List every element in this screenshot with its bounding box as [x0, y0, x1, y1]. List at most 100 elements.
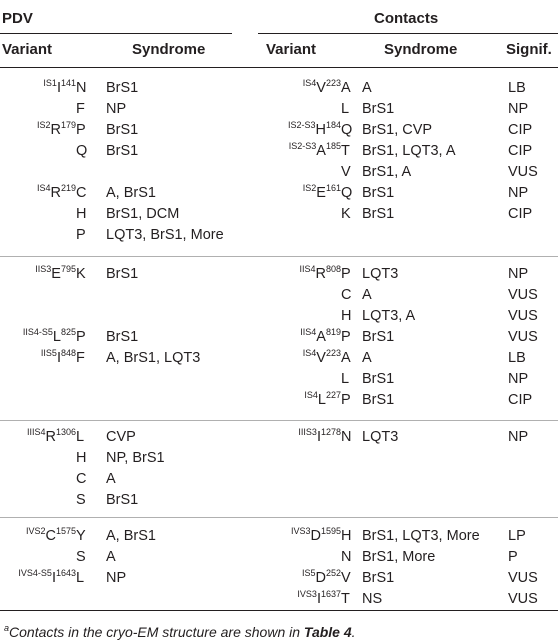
right-domain: IVS3 — [297, 589, 317, 599]
left-syndrome: BrS1 — [106, 329, 139, 345]
left-domain: IS1 — [43, 78, 57, 88]
significance: CIP — [508, 392, 533, 408]
left-residue: R — [45, 429, 56, 445]
right-syndrome: BrS1 — [362, 206, 395, 222]
right-variant-alt: P — [341, 392, 351, 408]
footnote: aContacts in the cryo-EM structure are s… — [4, 624, 356, 641]
left-residue: L — [52, 329, 61, 345]
right-residue: E — [316, 185, 326, 201]
right-domain: IS4 — [304, 390, 318, 400]
right-position: 252 — [325, 568, 341, 578]
left-residue: I — [56, 350, 61, 366]
right-position: 808 — [325, 264, 341, 274]
left-residue: E — [51, 266, 61, 282]
left-variant-alt: L — [76, 570, 85, 586]
right-variant-alt: N — [341, 549, 352, 565]
right-variant-prefix: IIIS3I1278 — [298, 428, 341, 446]
right-variant-alt: V — [341, 164, 351, 180]
right-variant-alt: T — [341, 591, 350, 607]
right-syndrome: NS — [362, 591, 383, 607]
left-position: 848 — [60, 348, 76, 358]
left-variant-prefix: IIIS4R1306 — [27, 428, 76, 446]
left-syndrome: BrS1 — [106, 266, 139, 282]
left-syndrome: NP — [106, 101, 127, 117]
right-variant-alt: A — [341, 350, 351, 366]
left-variant-alt: F — [76, 350, 85, 366]
group-divider — [0, 420, 558, 421]
header-signif: Signif. — [506, 41, 552, 58]
left-position: 219 — [60, 183, 76, 193]
left-residue: R — [50, 185, 61, 201]
header-pdv: PDV — [2, 10, 33, 27]
significance: NP — [508, 429, 529, 445]
significance: NP — [508, 101, 529, 117]
significance: CIP — [508, 206, 533, 222]
right-syndrome: BrS1 — [362, 329, 395, 345]
right-residue: A — [316, 143, 326, 159]
significance: LB — [508, 350, 526, 366]
right-syndrome: BrS1 — [362, 371, 395, 387]
left-syndrome: BrS1, DCM — [106, 206, 180, 222]
left-variant-prefix: IVS2C1575 — [26, 527, 76, 545]
right-residue: R — [315, 266, 326, 282]
left-position: 1575 — [55, 526, 76, 536]
header-syndrome: Syndrome — [132, 41, 206, 58]
right-syndrome: A — [362, 80, 372, 96]
left-variant-prefix: IS1I141 — [43, 79, 76, 97]
left-syndrome: BrS1 — [106, 80, 139, 96]
right-position: 161 — [325, 183, 341, 193]
rule-bottom — [0, 610, 558, 611]
right-residue: A — [316, 329, 326, 345]
right-domain: IIIS3 — [298, 427, 317, 437]
left-syndrome: BrS1 — [106, 122, 139, 138]
left-syndrome: A, BrS1, LQT3 — [106, 350, 201, 366]
left-domain: IIIS4 — [26, 427, 46, 437]
left-residue: I — [51, 570, 56, 586]
left-variant-alt: Y — [76, 528, 86, 544]
right-residue: L — [317, 392, 326, 408]
significance: VUS — [508, 164, 538, 180]
left-syndrome: A — [106, 471, 116, 487]
right-syndrome: BrS1, CVP — [362, 122, 433, 138]
right-residue: I — [316, 591, 321, 607]
left-domain: IVS4-S5 — [18, 568, 52, 578]
header-contacts: Contacts — [374, 10, 439, 27]
right-position: 819 — [325, 327, 341, 337]
group-divider — [0, 517, 558, 518]
left-variant-prefix: IVS4-S5I1643 — [18, 569, 76, 587]
significance: VUS — [508, 308, 538, 324]
right-variant-prefix: IS4V223 — [303, 349, 341, 367]
right-residue: I — [316, 429, 321, 445]
left-variant-prefix: IS2R179 — [37, 121, 76, 139]
left-syndrome: A, BrS1 — [106, 185, 156, 201]
significance: CIP — [508, 143, 533, 159]
left-variant-prefix: IIS4-S5L825 — [23, 328, 76, 346]
left-variant-alt: P — [76, 122, 86, 138]
significance: P — [508, 549, 518, 565]
right-syndrome: BrS1, LQT3, A — [362, 143, 456, 159]
significance: CIP — [508, 122, 533, 138]
right-syndrome: BrS1 — [362, 392, 395, 408]
rule-pdv — [0, 33, 232, 34]
left-residue: R — [50, 122, 61, 138]
right-variant-alt: H — [341, 528, 352, 544]
right-variant-prefix: IVS3D1595 — [291, 527, 341, 545]
significance: LP — [508, 528, 526, 544]
right-position: 223 — [325, 78, 341, 88]
right-variant-prefix: IVS3I1637 — [297, 590, 341, 608]
right-variant-alt: Q — [341, 122, 353, 138]
right-syndrome: BrS1, More — [362, 549, 436, 565]
right-residue: V — [316, 350, 326, 366]
left-domain: IVS2 — [25, 526, 46, 536]
right-position: 1637 — [320, 589, 341, 599]
right-domain: IS4 — [302, 78, 317, 88]
left-residue: C — [45, 528, 56, 544]
right-domain: IVS3 — [290, 526, 311, 536]
right-variant-alt: C — [341, 287, 352, 303]
left-syndrome: CVP — [106, 429, 136, 445]
right-domain: IS4 — [302, 348, 317, 358]
right-variant-prefix: IS2-S3H184 — [288, 121, 341, 139]
right-syndrome: LQT3 — [362, 429, 399, 445]
significance: VUS — [508, 570, 538, 586]
rule-header — [0, 67, 558, 68]
